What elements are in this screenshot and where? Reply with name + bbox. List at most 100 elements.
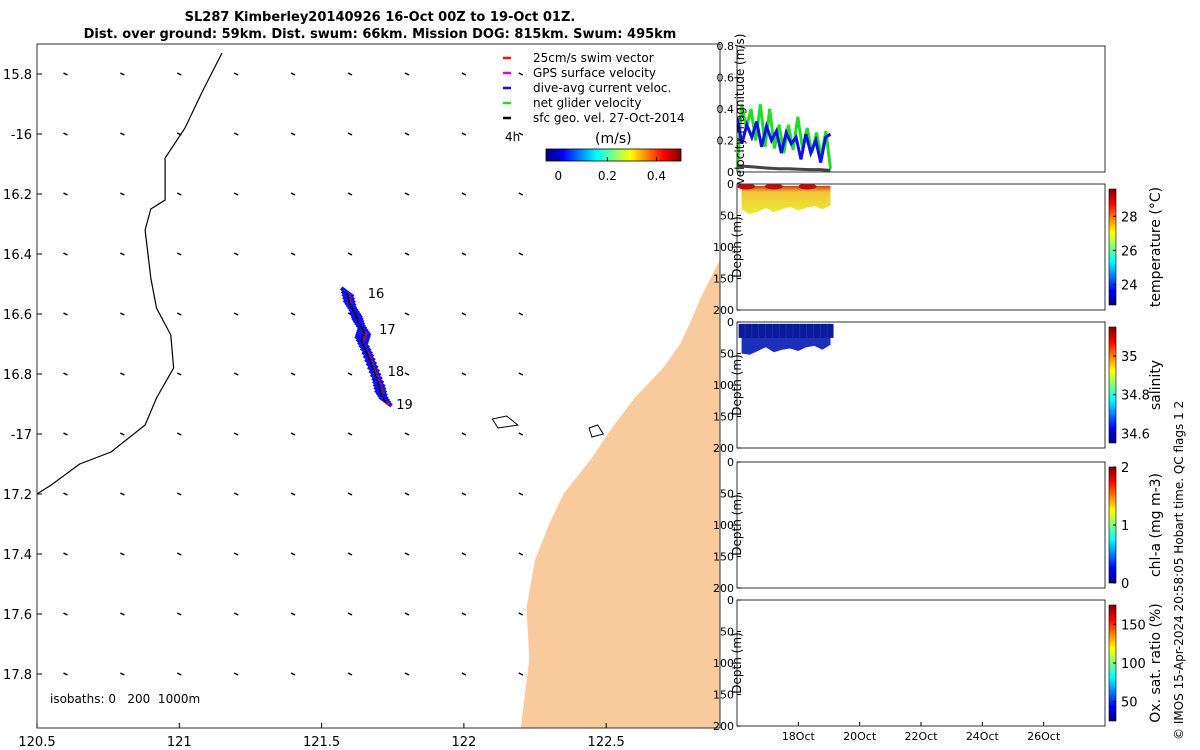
salinity-cell — [800, 323, 807, 338]
velocity-y-tick-label: 0.6 — [717, 72, 735, 85]
geo-velocity-arrow — [404, 432, 410, 436]
speed-colorbar: 4h (m/s) 0 0.2 0.4 — [505, 130, 682, 183]
depth-y-tick-label: 200 — [713, 720, 734, 733]
temperature-hot-spot — [798, 183, 817, 190]
speed-colorbar-ticks: 0 0.2 0.4 — [554, 157, 666, 183]
salinity-cell — [759, 323, 766, 338]
time-x-tick-label: 24Oct — [966, 730, 1000, 743]
geo-velocity-arrow — [518, 432, 524, 436]
geo-velocity-arrow — [290, 612, 296, 616]
temperature-hot-spot — [737, 183, 756, 190]
depth-y-tick-label: 150 — [713, 689, 734, 702]
geo-velocity-arrow — [518, 372, 524, 376]
salinity-cell — [786, 323, 793, 338]
geo-velocity-arrow — [63, 672, 68, 676]
depth-colorbar-tick-label: 100 — [1121, 657, 1146, 672]
geo-velocity-arrow — [120, 72, 125, 76]
geo-velocity-arrow — [404, 252, 410, 256]
depth-y-tick-label: 0 — [727, 316, 734, 329]
depth-colorbar-label: Ox. sat. ratio (%) — [1148, 603, 1164, 722]
depth-y-tick-label: 150 — [713, 273, 734, 286]
geo-velocity-arrow — [176, 612, 182, 616]
depth-colorbar-tick-label: 26 — [1121, 244, 1138, 259]
velocity-series-line — [737, 164, 831, 172]
depth-colorbar-tick-label: 34.8 — [1121, 389, 1150, 404]
geo-velocity-arrow — [347, 432, 353, 436]
geo-velocity-arrow — [176, 72, 182, 76]
map-x-tick-label: 122.5 — [588, 735, 625, 750]
geo-velocity-arrow — [518, 672, 524, 676]
map-x-tick-label: 122 — [451, 735, 476, 750]
depth-colorbar-tick-label: 24 — [1121, 279, 1138, 294]
depth-ylabel: Depth (m) — [730, 216, 744, 277]
geo-velocity-arrow — [233, 72, 239, 76]
geo-velocity-arrow — [518, 192, 524, 196]
depth-colorbar-tick-label: 34.6 — [1121, 427, 1150, 442]
geo-velocity-arrow — [176, 552, 182, 556]
island-1 — [588, 424, 605, 438]
geo-velocity-arrow — [404, 312, 410, 316]
geo-velocity-arrow — [347, 72, 353, 76]
velocity-y-tick-label: 0.8 — [717, 40, 735, 53]
geo-velocity-arrow — [176, 492, 182, 496]
geo-velocity-arrow — [290, 132, 296, 136]
geo-velocity-arrow — [290, 312, 296, 316]
map-y-tick-label: 17.2 — [3, 488, 32, 503]
geo-velocity-arrow — [176, 432, 182, 436]
geo-velocity-arrow — [518, 72, 524, 76]
salinity-cell — [779, 323, 786, 338]
day-label: 17 — [379, 323, 396, 338]
geo-velocity-arrow — [233, 312, 239, 316]
geo-velocity-arrow — [176, 192, 182, 196]
depth-y-tick-label: 100 — [713, 241, 734, 254]
depth-colorbar-tick-label: 2 — [1121, 461, 1129, 476]
salinity-cell — [820, 323, 827, 338]
depth-colorbar-tick-label: 28 — [1121, 210, 1138, 225]
depth-colorbar — [1108, 188, 1117, 306]
geo-velocity-arrow — [63, 312, 68, 316]
salinity-cell — [793, 323, 800, 338]
salinity-cell — [772, 323, 779, 338]
salinity-cell — [765, 323, 772, 338]
depth-panel-0: 0 50 100 150 200 Depth (m) 24 26 28 temperature (… — [713, 178, 1164, 317]
geo-velocity-arrow — [233, 252, 239, 256]
velocity-ylabel: velocity magnitude (m/s) — [733, 34, 747, 185]
island-0 — [491, 415, 520, 429]
depth-colorbar-tick-label: 50 — [1121, 696, 1138, 711]
geo-velocity-arrow — [404, 72, 410, 76]
geo-velocity-arrow — [120, 612, 125, 616]
geo-velocity-arrow — [461, 672, 467, 676]
geo-velocity-arrow — [461, 432, 467, 436]
geo-velocity-arrow — [461, 372, 467, 376]
map-y-tick-label: 17.4 — [3, 548, 32, 563]
geo-velocity-arrow — [290, 252, 296, 256]
depth-panel-frame — [736, 599, 1106, 727]
geo-velocity-arrow — [120, 552, 125, 556]
salinity-cell — [752, 323, 759, 338]
depth-panel-1: 0 50 100 150 200 Depth (m) 34.6 34.8 35 salinity — [713, 316, 1164, 455]
map-y-tick-label: -17 — [11, 428, 32, 443]
speed-colorbar-label: (m/s) — [595, 131, 632, 147]
geo-velocity-arrow — [518, 492, 524, 496]
geo-velocity-arrow — [290, 432, 296, 436]
depth-colorbar-tick-label: 150 — [1121, 618, 1146, 633]
geo-velocity-arrow — [120, 312, 125, 316]
day-label: 16 — [368, 287, 385, 302]
chart-title-line2: Dist. over ground: 59km. Dist. swum: 66k… — [83, 27, 677, 42]
glider-track — [339, 286, 393, 408]
geo-velocity-arrow — [461, 552, 467, 556]
geo-velocity-arrow — [63, 612, 68, 616]
map-y-tick-label: 16.8 — [3, 368, 32, 383]
depth-y-tick-label: 0 — [727, 594, 734, 607]
legend-label: sfc geo. vel. 27-Oct-2014 — [533, 111, 685, 125]
velocity-y-tick-label: 0 — [727, 166, 734, 179]
geo-velocity-arrow — [461, 252, 467, 256]
chart-title-line1: SL287 Kimberley20140926 16-Oct 00Z to 19… — [184, 10, 576, 25]
geostrophic-velocity-arrows — [63, 72, 524, 676]
track-day-labels: 16 17 18 19 — [368, 287, 413, 413]
velocity-panel-frame — [736, 45, 1106, 173]
geo-velocity-arrow — [404, 492, 410, 496]
speed-colorbar-gradient — [545, 148, 682, 162]
